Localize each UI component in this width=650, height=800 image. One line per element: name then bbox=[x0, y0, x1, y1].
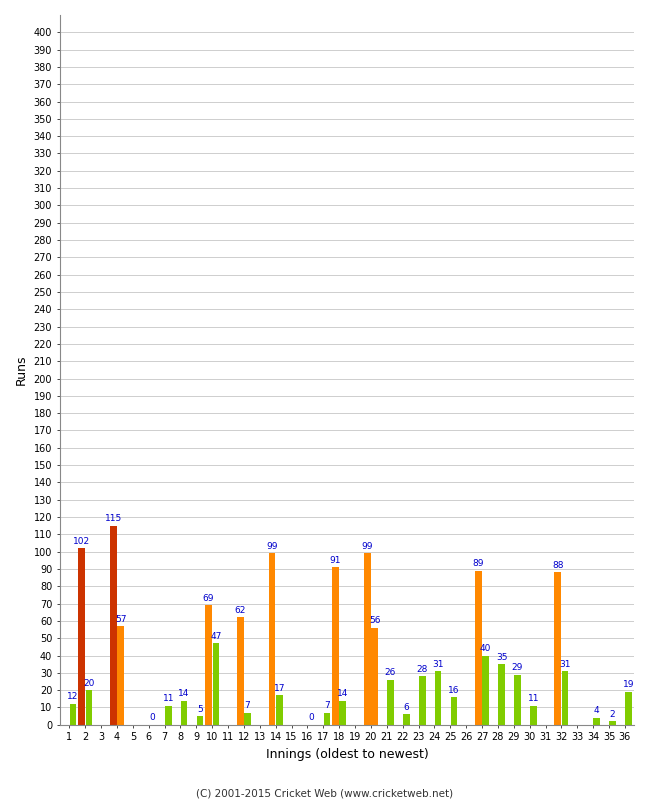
Text: 89: 89 bbox=[473, 559, 484, 568]
Text: 88: 88 bbox=[552, 561, 564, 570]
Bar bbox=[244, 713, 251, 725]
Text: 91: 91 bbox=[330, 556, 341, 565]
Bar bbox=[213, 643, 219, 725]
Text: 99: 99 bbox=[266, 542, 278, 551]
Bar bbox=[514, 674, 521, 725]
X-axis label: Innings (oldest to newest): Innings (oldest to newest) bbox=[266, 748, 428, 761]
Bar bbox=[205, 606, 212, 725]
Bar bbox=[117, 626, 124, 725]
Text: (C) 2001-2015 Cricket Web (www.cricketweb.net): (C) 2001-2015 Cricket Web (www.cricketwe… bbox=[196, 788, 454, 798]
Text: 5: 5 bbox=[197, 705, 203, 714]
Text: 99: 99 bbox=[361, 542, 373, 551]
Text: 11: 11 bbox=[528, 694, 539, 703]
Text: 7: 7 bbox=[244, 701, 250, 710]
Text: 31: 31 bbox=[432, 659, 444, 669]
Text: 12: 12 bbox=[68, 693, 79, 702]
Text: 16: 16 bbox=[448, 686, 460, 694]
Bar bbox=[475, 570, 482, 725]
Text: 0: 0 bbox=[308, 714, 314, 722]
Bar bbox=[387, 680, 394, 725]
Bar bbox=[435, 671, 441, 725]
Bar bbox=[450, 697, 457, 725]
Bar bbox=[268, 554, 276, 725]
Bar bbox=[593, 718, 600, 725]
Text: 29: 29 bbox=[512, 663, 523, 672]
Text: 20: 20 bbox=[83, 678, 94, 687]
Text: 14: 14 bbox=[337, 689, 348, 698]
Text: 7: 7 bbox=[324, 701, 330, 710]
Bar bbox=[403, 714, 410, 725]
Text: 11: 11 bbox=[162, 694, 174, 703]
Bar bbox=[339, 701, 346, 725]
Bar bbox=[197, 716, 203, 725]
Text: 69: 69 bbox=[203, 594, 215, 602]
Bar bbox=[332, 567, 339, 725]
Bar bbox=[371, 628, 378, 725]
Bar bbox=[237, 618, 244, 725]
Bar bbox=[530, 706, 537, 725]
Text: 115: 115 bbox=[105, 514, 122, 523]
Text: 62: 62 bbox=[235, 606, 246, 615]
Text: 102: 102 bbox=[73, 537, 90, 546]
Text: 31: 31 bbox=[559, 659, 571, 669]
Bar bbox=[324, 713, 330, 725]
Bar bbox=[554, 573, 561, 725]
Text: 4: 4 bbox=[594, 706, 599, 715]
Text: 2: 2 bbox=[610, 710, 616, 718]
Bar bbox=[181, 701, 187, 725]
Text: 47: 47 bbox=[210, 632, 222, 641]
Text: 40: 40 bbox=[480, 644, 491, 653]
Text: 35: 35 bbox=[496, 653, 507, 662]
Bar bbox=[498, 664, 505, 725]
Bar bbox=[70, 704, 76, 725]
Bar bbox=[625, 692, 632, 725]
Bar bbox=[562, 671, 568, 725]
Bar bbox=[78, 548, 85, 725]
Text: 56: 56 bbox=[369, 616, 380, 626]
Text: 57: 57 bbox=[115, 614, 126, 623]
Bar bbox=[482, 655, 489, 725]
Text: 6: 6 bbox=[404, 703, 410, 712]
Bar bbox=[110, 526, 116, 725]
Bar bbox=[165, 706, 172, 725]
Text: 26: 26 bbox=[385, 668, 396, 677]
Bar bbox=[609, 722, 616, 725]
Bar bbox=[86, 690, 92, 725]
Bar bbox=[364, 554, 370, 725]
Text: 19: 19 bbox=[623, 680, 634, 690]
Bar bbox=[419, 676, 426, 725]
Bar bbox=[276, 695, 283, 725]
Text: 17: 17 bbox=[274, 684, 285, 693]
Text: 14: 14 bbox=[178, 689, 190, 698]
Text: 28: 28 bbox=[417, 665, 428, 674]
Y-axis label: Runs: Runs bbox=[15, 354, 28, 385]
Text: 0: 0 bbox=[150, 714, 155, 722]
